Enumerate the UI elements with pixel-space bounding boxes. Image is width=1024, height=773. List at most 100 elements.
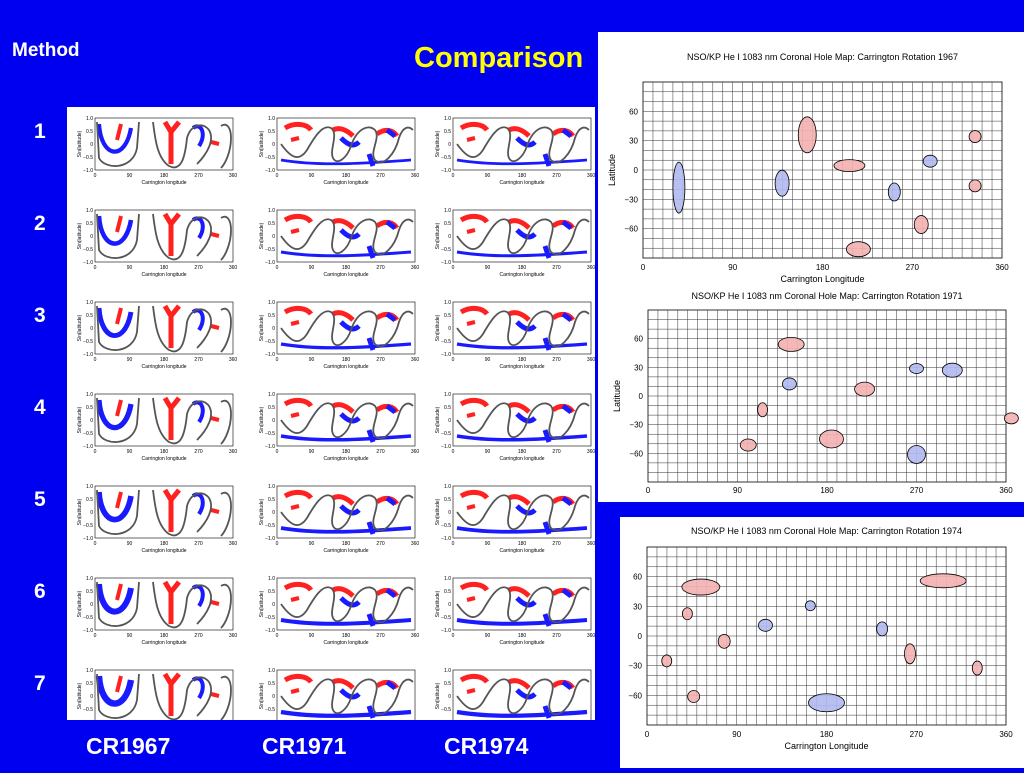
slide-title: Comparison	[414, 42, 584, 74]
coronal-hole	[907, 445, 926, 464]
positive-region	[466, 412, 476, 418]
y-tick-label: −1.0	[265, 536, 275, 542]
y-tick-label: 1.0	[86, 208, 93, 214]
y-tick-label: 0	[448, 142, 451, 148]
y-tick-label: −0.5	[441, 431, 451, 437]
x-axis-label: Carrington longitude	[323, 364, 368, 370]
x-tick-label: 0	[94, 449, 97, 455]
y-tick-label: −1.0	[83, 444, 93, 450]
x-tick-label: 90	[485, 633, 491, 639]
x-tick-label: 90	[485, 541, 491, 547]
neutral-line	[96, 397, 232, 445]
y-tick-label: −1.0	[265, 168, 275, 174]
y-tick-label: 0	[272, 326, 275, 332]
x-tick-label: 270	[376, 173, 385, 179]
x-tick-label: 360	[411, 265, 420, 271]
y-tick-label: −60	[629, 449, 643, 458]
y-tick-label: 1.0	[268, 668, 275, 674]
x-tick-label: 360	[411, 173, 420, 179]
y-tick-label: 0.5	[268, 497, 275, 503]
negative-region	[339, 404, 397, 443]
y-tick-label: 1.0	[444, 300, 451, 306]
coronal-hole-map-plot: NSO/KP He I 1083 nm Coronal Hole Map: Ca…	[611, 526, 1013, 751]
y-axis-label: Sin(latitude)	[259, 590, 265, 617]
negative-region	[339, 220, 397, 259]
x-tick-label: 180	[518, 173, 527, 179]
coronal-hole	[782, 377, 797, 391]
x-tick-label: 270	[906, 263, 920, 272]
y-tick-label: 0	[90, 234, 93, 240]
y-axis-label: Sin(latitude)	[435, 222, 441, 249]
y-tick-label: 0.5	[268, 129, 275, 135]
neutral-line	[280, 678, 414, 716]
positive-region	[290, 596, 300, 602]
x-axis-label: Carrington longitude	[323, 180, 368, 186]
negative-region	[456, 709, 588, 718]
y-tick-label: 0	[272, 510, 275, 516]
y-axis-label: Sin(latitude)	[77, 314, 83, 341]
coronal-hole	[672, 161, 686, 214]
coronal-hole	[774, 169, 790, 197]
positive-region	[115, 123, 123, 141]
x-tick-label: 270	[194, 265, 203, 271]
x-axis-label: Carrington longitude	[141, 272, 186, 278]
x-tick-label: 180	[342, 633, 351, 639]
x-tick-label: 90	[485, 449, 491, 455]
x-tick-label: 90	[127, 633, 133, 639]
neutral-line	[280, 586, 414, 624]
y-axis-label: Sin(latitude)	[77, 590, 83, 617]
y-tick-label: −1.0	[83, 628, 93, 634]
x-tick-label: 180	[160, 633, 169, 639]
positive-region	[466, 136, 476, 142]
negative-region	[96, 215, 134, 246]
y-tick-label: 1.0	[268, 576, 275, 582]
y-tick-label: 0	[448, 510, 451, 516]
x-axis-label: Carrington longitude	[141, 456, 186, 462]
positive-region	[466, 596, 476, 602]
y-tick-label: 0.5	[86, 681, 93, 687]
neutral-line	[96, 213, 232, 261]
x-tick-label: 90	[127, 265, 133, 271]
x-tick-label: 90	[485, 265, 491, 271]
neutral-line	[96, 305, 232, 353]
y-tick-label: 1.0	[268, 300, 275, 306]
negative-region	[515, 680, 573, 719]
y-tick-label: 0	[448, 418, 451, 424]
coronal-hole-map: NSO/KP He I 1083 nm Coronal Hole Map: Ca…	[598, 32, 1024, 290]
y-axis-label: Sin(latitude)	[259, 406, 265, 433]
x-tick-label: 270	[552, 265, 561, 271]
x-tick-label: 90	[127, 357, 133, 363]
coronal-hole	[922, 154, 938, 168]
x-tick-label: 270	[552, 357, 561, 363]
x-tick-label: 90	[309, 265, 315, 271]
method-number: 4	[34, 396, 46, 419]
y-tick-label: −0.5	[265, 523, 275, 529]
y-tick-label: 0	[90, 326, 93, 332]
x-tick-label: 0	[276, 449, 279, 455]
x-tick-label: 270	[194, 633, 203, 639]
x-tick-label: 0	[452, 265, 455, 271]
y-tick-label: −30	[624, 195, 638, 204]
coronal-hole	[681, 607, 693, 621]
x-tick-label: 0	[94, 541, 97, 547]
x-tick-label: 270	[194, 541, 203, 547]
x-tick-label: 0	[452, 449, 455, 455]
x-tick-label: 180	[518, 541, 527, 547]
coronal-hole	[876, 621, 889, 637]
x-tick-label: 270	[552, 173, 561, 179]
neutral-line	[456, 402, 590, 440]
y-tick-label: 0.5	[268, 221, 275, 227]
y-tick-label: 0	[448, 694, 451, 700]
positive-region	[466, 688, 476, 694]
method-label: Method	[12, 40, 80, 61]
negative-region	[339, 128, 397, 167]
x-tick-label: 270	[376, 357, 385, 363]
negative-region	[515, 128, 573, 167]
x-tick-label: 360	[587, 357, 595, 363]
